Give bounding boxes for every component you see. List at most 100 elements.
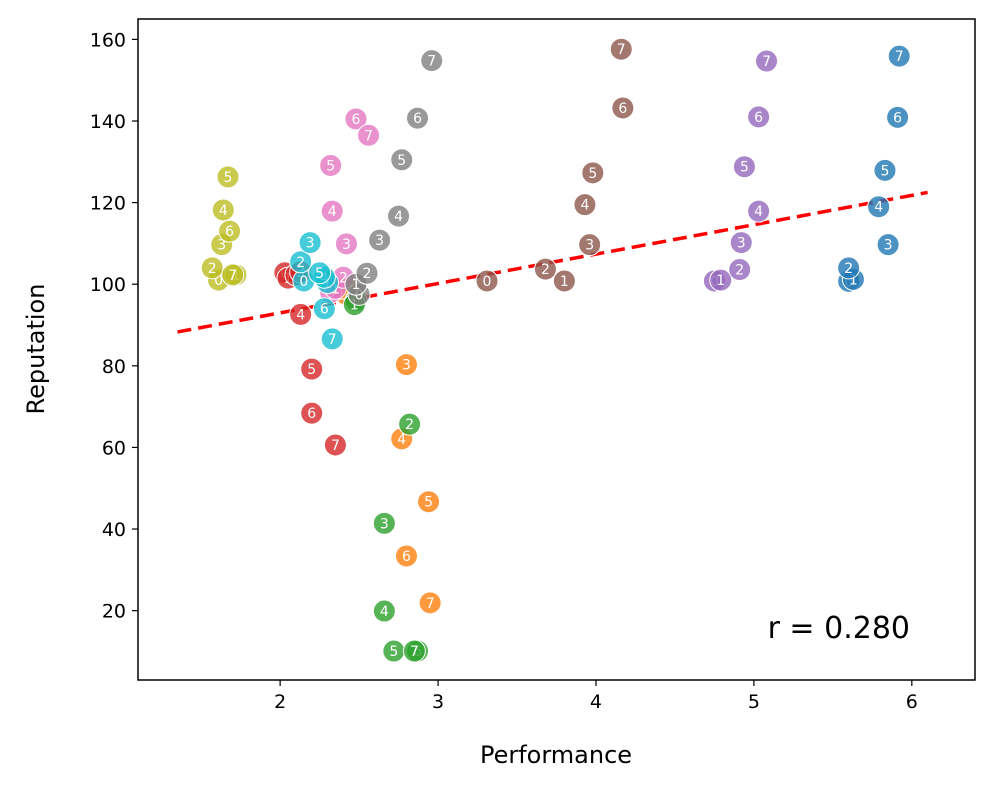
- scatter-point: [221, 263, 245, 287]
- x-axis: 2 3 4 5 6: [274, 680, 918, 713]
- scatter-point: [581, 161, 605, 185]
- scatter-point: [611, 96, 635, 120]
- scatter-point: [578, 233, 602, 257]
- y-tick-label: 80: [102, 356, 126, 378]
- point-label: 3: [585, 238, 594, 254]
- scatter-point: [709, 268, 733, 292]
- scatter-point: [837, 256, 861, 280]
- y-tick-label: 20: [102, 601, 126, 623]
- scatter-point: [289, 302, 313, 326]
- scatter-point: [372, 599, 396, 623]
- y-tick-label: 140: [90, 111, 126, 133]
- point-label: 4: [219, 203, 228, 219]
- point-label: 6: [351, 112, 360, 128]
- x-axis-title: Performance: [480, 741, 632, 769]
- scatter-point: [475, 269, 499, 293]
- point-label: 6: [754, 110, 763, 126]
- point-label: 4: [580, 198, 589, 214]
- point-label: 6: [320, 302, 329, 318]
- point-label: 4: [874, 200, 883, 216]
- scatter-point: [398, 412, 422, 436]
- point-label: 2: [844, 261, 853, 277]
- point-label: 4: [296, 307, 305, 323]
- point-label: 7: [762, 54, 771, 70]
- scatter-point: [729, 231, 753, 255]
- point-label: 2: [735, 263, 744, 279]
- point-label: 6: [225, 224, 234, 240]
- point-label: 2: [339, 270, 348, 286]
- scatter-point: [390, 148, 414, 172]
- y-axis-title: Reputation: [22, 284, 50, 415]
- scatter-point: [867, 195, 891, 219]
- point-label: 3: [342, 237, 351, 253]
- point-label: 5: [588, 166, 597, 182]
- scatter-point: [418, 591, 442, 615]
- point-label: 3: [402, 358, 411, 374]
- point-label: 1: [716, 273, 725, 289]
- scatter-point: [387, 204, 411, 228]
- point-label: 0: [355, 287, 364, 303]
- point-label: 5: [881, 163, 890, 179]
- point-label: 5: [397, 153, 406, 169]
- point-label: 5: [740, 160, 749, 176]
- scatter-point: [200, 256, 224, 280]
- scatter-point: [876, 233, 900, 257]
- scatter-point: [728, 258, 752, 282]
- scatter-point: [334, 232, 358, 256]
- scatter-point: [887, 44, 911, 68]
- x-tick-label: 6: [906, 691, 918, 713]
- point-label: 7: [617, 42, 626, 58]
- point-label: 5: [424, 495, 433, 511]
- scatter-point: [300, 357, 324, 381]
- point-label: 7: [895, 49, 904, 65]
- scatter-point: [886, 105, 910, 129]
- point-label: 1: [350, 298, 359, 314]
- point-label: 5: [326, 158, 335, 174]
- point-label: 1: [351, 277, 360, 293]
- point-label: 3: [884, 238, 893, 254]
- point-label: 0: [483, 274, 492, 290]
- plot-frame: [137, 18, 976, 681]
- point-label: 3: [306, 236, 315, 252]
- x-tick-label: 2: [274, 691, 286, 713]
- point-label: 5: [224, 170, 233, 186]
- scatter-point: [394, 544, 418, 568]
- point-label: 6: [618, 101, 627, 117]
- point-label: 6: [893, 110, 902, 126]
- point-label: 6: [402, 549, 411, 565]
- point-label: 7: [228, 268, 237, 284]
- scatter-point: [300, 401, 324, 425]
- scatter-point: [368, 228, 392, 252]
- y-tick-label: 100: [90, 274, 126, 296]
- point-label: 3: [217, 238, 226, 254]
- point-label: 4: [754, 204, 763, 220]
- scatter-point: [211, 198, 235, 222]
- scatter-point: [319, 153, 343, 177]
- point-label: 7: [364, 128, 373, 144]
- scatter-point: [747, 199, 771, 223]
- x-tick-label: 3: [432, 691, 444, 713]
- scatter-point: [357, 123, 381, 147]
- point-label: 4: [394, 209, 403, 225]
- scatter-point: [406, 106, 430, 130]
- scatter-point: [344, 107, 368, 131]
- point-label: 0: [214, 273, 223, 289]
- point-label: 3: [380, 516, 389, 532]
- point-label: 7: [426, 596, 435, 612]
- scatter-point: [732, 155, 756, 179]
- point-label: 4: [328, 204, 337, 220]
- scatter-point: [320, 327, 344, 351]
- scatter-point: [533, 257, 557, 281]
- point-label: 5: [315, 266, 324, 282]
- scatter-point: [298, 231, 322, 255]
- point-label: 5: [389, 644, 398, 660]
- scatter-point: [609, 37, 633, 61]
- point-label: 7: [410, 644, 419, 660]
- y-tick-label: 40: [102, 519, 126, 541]
- point-label: 5: [307, 362, 316, 378]
- scatter-point: [420, 49, 444, 73]
- point-label: 1: [849, 272, 858, 288]
- scatter-point: [573, 193, 597, 217]
- scatter-point: [216, 165, 240, 189]
- point-label: 7: [331, 438, 340, 454]
